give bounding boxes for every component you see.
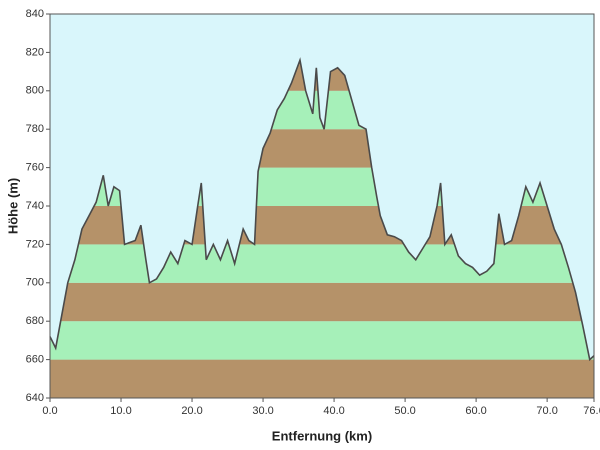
x-tick-label: 76.6 [583,405,600,417]
y-tick-label: 700 [26,277,44,289]
y-tick-label: 780 [26,123,44,135]
elevation-band [50,282,594,322]
y-tick-label: 840 [26,8,44,20]
x-tick-label: 40.0 [323,405,344,417]
elevation-band [50,359,594,398]
x-axis-title: Entfernung (km) [272,428,372,443]
x-tick-label: 0.0 [42,405,57,417]
elevation-line [49,57,595,362]
y-tick-label: 760 [26,162,44,174]
y-tick-label: 740 [26,200,44,212]
x-tick-label: 30.0 [252,405,273,417]
y-tick-label: 680 [26,315,44,327]
x-tick-label: 20.0 [181,405,202,417]
elevation-band [50,244,594,283]
y-tick-label: 820 [26,46,44,58]
elevation-band [50,321,594,360]
x-tick-label: 60.0 [465,405,486,417]
y-tick-label: 640 [26,392,44,404]
y-axis-title: Höhe (m) [5,178,20,234]
y-tick-label: 660 [26,354,44,366]
y-tick-label: 800 [26,85,44,97]
x-tick-label: 50.0 [394,405,415,417]
x-tick-label: 10.0 [110,405,131,417]
x-tick-label: 70.0 [536,405,557,417]
y-tick-label: 720 [26,238,44,250]
